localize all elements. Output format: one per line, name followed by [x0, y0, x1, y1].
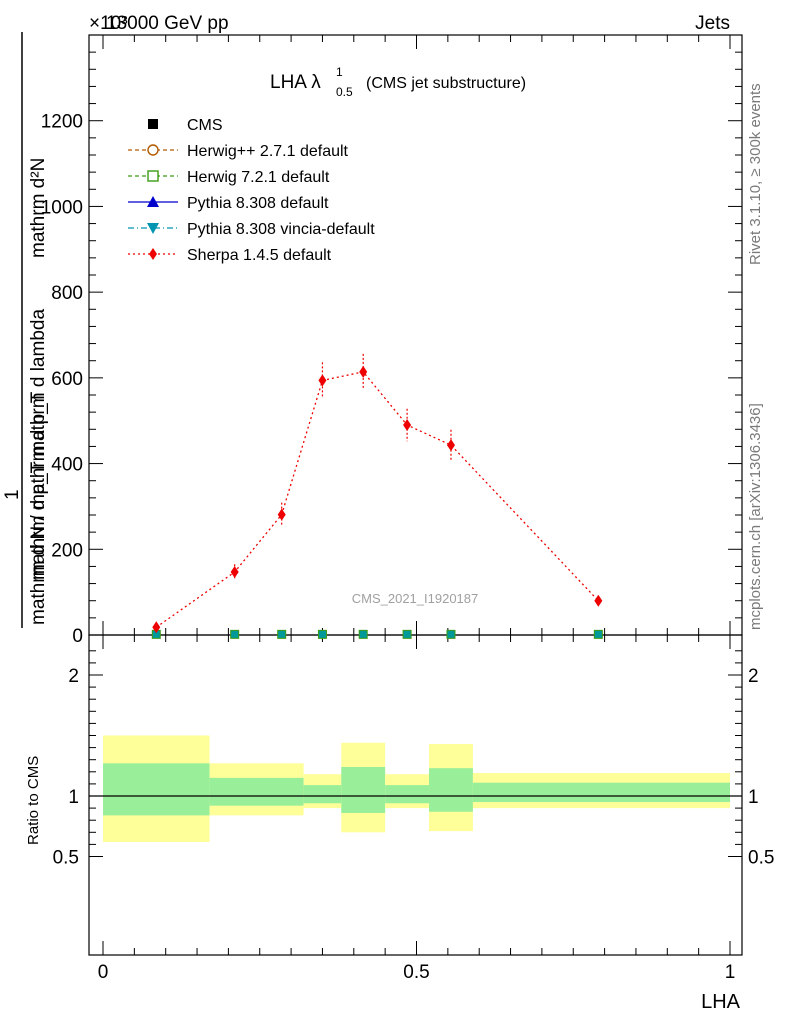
legend-marker-triangle-up — [147, 196, 159, 207]
main-ytick-label: 600 — [51, 369, 83, 390]
cms-point — [277, 629, 287, 639]
category-label: Jets — [695, 13, 730, 34]
ratio-band-inner — [429, 768, 473, 812]
legend-label: CMS — [187, 117, 223, 134]
legend-item: Herwig 7.2.1 default — [128, 169, 330, 186]
sherpa-point — [318, 374, 327, 387]
ratio-y-ticks: 0.5 0.5 1 1 2 2 — [53, 650, 774, 869]
ratio-band-inner — [472, 782, 730, 803]
ratio-plot-frame — [88, 634, 743, 956]
cms-data-points — [151, 629, 603, 639]
legend-label: Pythia 8.308 vincia-default — [187, 221, 375, 238]
legend-label: Sherpa 1.4.5 default — [187, 247, 332, 264]
main-ytick-label: 0 — [72, 626, 83, 647]
legend-label: Herwig 7.2.1 default — [187, 169, 330, 186]
ratio-ytick-label: 0.5 — [53, 848, 79, 869]
sherpa-line — [155, 371, 599, 628]
legend-marker-triangle-down — [147, 223, 159, 234]
ratio-ytick-label-right: 1 — [748, 787, 759, 808]
cms-point — [230, 629, 240, 639]
legend-item: CMS — [148, 117, 223, 134]
ratio-band-inner — [385, 785, 430, 804]
cms-point — [317, 629, 327, 639]
legend-item: Pythia 8.308 vincia-default — [128, 221, 375, 238]
ratio-band-inner — [209, 777, 304, 806]
main-ytick-label: 400 — [51, 455, 83, 476]
plot-title: LHA λ 1 0.5 (CMS jet substructure) — [270, 65, 526, 99]
main-ytick-label: 1000 — [41, 197, 83, 218]
analysis-watermark: CMS_2021_I1920187 — [352, 591, 479, 606]
ratio-y-axis-label: Ratio to CMS — [25, 756, 42, 845]
ylabel-one: 1 — [2, 489, 23, 500]
legend-item: Sherpa 1.4.5 default — [128, 247, 332, 264]
rivet-version-label: Rivet 3.1.10, ≥ 300k events — [747, 83, 764, 265]
plot-title-subscript: 0.5 — [336, 85, 353, 99]
legend-item: Herwig++ 2.7.1 default — [128, 143, 349, 160]
cms-point — [446, 629, 456, 639]
ylabel-numerator-top: mathrm d²N — [28, 158, 49, 258]
ratio-band-inner — [341, 766, 386, 813]
sherpa-point — [359, 365, 368, 378]
ratio-ytick-label-right: 0.5 — [748, 848, 774, 869]
main-y-axis-label: mathrm d²N mathrm d p_T mathrm d lambda … — [2, 32, 49, 628]
legend-label: Herwig++ 2.7.1 default — [187, 143, 349, 160]
ylabel-numerator-mid: mathrm d p_T mathrm d lambda — [28, 309, 49, 580]
plot-title-superscript: 1 — [336, 65, 343, 79]
legend: CMS Herwig++ 2.7.1 default Herwig 7.2.1 de… — [128, 117, 375, 264]
xtick-label: 0 — [98, 962, 109, 983]
legend-marker-circle-open — [147, 144, 159, 156]
ratio-ytick-label: 1 — [68, 787, 79, 808]
legend-label: Pythia 8.308 default — [187, 195, 329, 212]
legend-marker-square-open — [147, 170, 159, 182]
sherpa-point — [277, 508, 286, 521]
cms-point — [358, 629, 368, 639]
main-ytick-label: 1200 — [41, 112, 83, 133]
ratio-band-inner — [303, 785, 342, 804]
plot-title-main: LHA λ — [270, 72, 321, 93]
legend-marker-diamond — [149, 248, 157, 260]
ylabel-denominator: mathrm d N / mathrm d p_T — [28, 391, 49, 625]
mcplots-label: mcplots.cern.ch [arXiv:1306.3436] — [747, 403, 764, 630]
sherpa-series — [152, 353, 603, 634]
main-y-ticks: 0 200 400 600 800 1000 1200 — [41, 51, 742, 647]
ratio-uncertainty-bands — [103, 735, 730, 842]
legend-item: Pythia 8.308 default — [128, 195, 329, 212]
xtick-label: 1 — [725, 962, 736, 983]
ratio-ytick-label-right: 2 — [748, 666, 759, 687]
cms-point — [402, 629, 412, 639]
xtick-label: 0.5 — [403, 962, 429, 983]
legend-marker-square-filled — [148, 119, 158, 129]
sherpa-point — [230, 566, 239, 578]
x-axis-label: LHA — [701, 991, 741, 1013]
sherpa-point — [403, 419, 412, 431]
cms-point — [593, 629, 603, 639]
sherpa-point — [446, 439, 455, 452]
plot-title-tail: (CMS jet substructure) — [366, 75, 526, 92]
main-ytick-label: 800 — [51, 283, 83, 304]
sherpa-point — [152, 621, 161, 634]
ratio-band-inner — [103, 763, 210, 816]
y-multiplier-label: ×10³ — [89, 13, 128, 34]
x-ticks: 0 0.5 1 — [98, 35, 736, 983]
main-ytick-label: 200 — [51, 540, 83, 561]
sherpa-point — [594, 594, 603, 607]
ratio-ytick-label: 2 — [68, 666, 79, 687]
energy-label: 13000 GeV pp — [106, 13, 229, 34]
